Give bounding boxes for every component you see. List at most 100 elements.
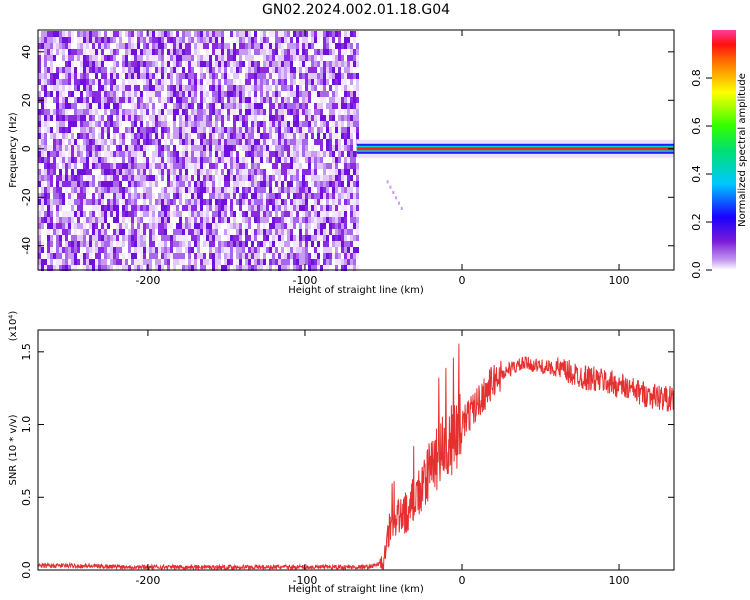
heatmap-cell: [326, 145, 329, 151]
heatmap-cell: [332, 133, 335, 139]
heatmap-cell: [86, 67, 89, 73]
heatmap-cell: [278, 133, 281, 139]
heatmap-cell: [38, 115, 41, 121]
heatmap-cell: [260, 133, 263, 139]
heatmap-cell: [203, 235, 206, 241]
heatmap-cell: [269, 97, 272, 103]
heatmap-cell: [131, 79, 134, 85]
heatmap-cell: [245, 49, 248, 55]
heatmap-cell: [161, 37, 164, 43]
heatmap-cell: [251, 181, 254, 187]
heatmap-cell: [272, 55, 275, 61]
heatmap-cell: [53, 187, 56, 193]
heatmap-cell: [179, 73, 182, 79]
heatmap-cell: [59, 259, 62, 265]
heatmap-cell: [272, 67, 275, 73]
heatmap-cell: [287, 85, 290, 91]
heatmap-cell: [341, 181, 344, 187]
heatmap-cell: [227, 73, 230, 79]
heatmap-cell: [188, 61, 191, 67]
heatmap-cell: [170, 109, 173, 115]
heatmap-cell: [149, 217, 152, 223]
heatmap-cell: [182, 115, 185, 121]
snr-panel: -200 -100 0 100 0.00.51.01.5 Height of stra…: [8, 311, 675, 595]
heatmap-cell: [92, 217, 95, 223]
heatmap-cell: [185, 139, 188, 145]
heatmap-cell: [290, 211, 293, 217]
heatmap-cell: [356, 121, 359, 127]
heatmap-cell: [47, 235, 50, 241]
snr-x-ticks: -200 -100 0 100: [135, 330, 630, 587]
heatmap-cell: [53, 43, 56, 49]
heatmap-cell: [326, 139, 329, 145]
heatmap-cell: [320, 151, 323, 157]
heatmap-cell: [71, 205, 74, 211]
heatmap-cell: [56, 259, 59, 265]
heatmap-cell: [254, 49, 257, 55]
heatmap-cell: [350, 187, 353, 193]
heatmap-cell: [203, 85, 206, 91]
heatmap-cell: [89, 235, 92, 241]
heatmap-cell: [116, 109, 119, 115]
heatmap-cell: [290, 109, 293, 115]
heatmap-cell: [323, 31, 326, 37]
heatmap-cell: [200, 259, 203, 265]
heatmap-cell: [281, 217, 284, 223]
heatmap-cell: [224, 151, 227, 157]
heatmap-cell: [275, 127, 278, 133]
heatmap-cell: [329, 49, 332, 55]
heatmap-cell: [44, 73, 47, 79]
heatmap-cell: [116, 97, 119, 103]
heatmap-cell: [212, 163, 215, 169]
heatmap-cell: [233, 235, 236, 241]
heatmap-cell: [203, 43, 206, 49]
heatmap-cell: [116, 253, 119, 259]
heatmap-cell: [350, 55, 353, 61]
heatmap-cell: [275, 139, 278, 145]
heatmap-cell: [311, 175, 314, 181]
heatmap-cell: [137, 43, 140, 49]
heatmap-cell: [170, 253, 173, 259]
heatmap-cell: [116, 223, 119, 229]
heatmap-cell: [224, 253, 227, 259]
heatmap-cell: [332, 73, 335, 79]
heatmap-cell: [137, 73, 140, 79]
heatmap-cell: [275, 103, 278, 109]
heatmap-cell: [56, 97, 59, 103]
heatmap-cell: [50, 145, 53, 151]
heatmap-cell: [131, 181, 134, 187]
y-tick-label: 20: [20, 93, 33, 107]
heatmap-cell: [95, 241, 98, 247]
heatmap-cell: [68, 265, 71, 271]
heatmap-cell: [257, 157, 260, 163]
heatmap-cell: [167, 247, 170, 253]
heatmap-cell: [80, 205, 83, 211]
heatmap-cell: [335, 223, 338, 229]
heatmap-cell: [119, 73, 122, 79]
heatmap-cell: [194, 79, 197, 85]
heatmap-cell: [260, 217, 263, 223]
heatmap-cell: [62, 109, 65, 115]
heatmap-cell: [275, 265, 278, 271]
heatmap-cell: [335, 163, 338, 169]
heatmap-cell: [326, 103, 329, 109]
heatmap-cell: [239, 43, 242, 49]
heatmap-cell: [104, 223, 107, 229]
heatmap-cell: [89, 133, 92, 139]
heatmap-cell: [299, 193, 302, 199]
heatmap-cell: [65, 133, 68, 139]
heatmap-cell: [263, 211, 266, 217]
heatmap-cell: [338, 73, 341, 79]
heatmap-cell: [227, 241, 230, 247]
heatmap-cell: [221, 175, 224, 181]
heatmap-cell: [182, 259, 185, 265]
heatmap-cell: [77, 187, 80, 193]
heatmap-cell: [284, 115, 287, 121]
heatmap-cell: [242, 121, 245, 127]
heatmap-cell: [323, 43, 326, 49]
heatmap-cell: [284, 181, 287, 187]
heatmap-cell: [104, 229, 107, 235]
heatmap-cell: [62, 37, 65, 43]
heatmap-cell: [290, 133, 293, 139]
heatmap-cell: [176, 187, 179, 193]
